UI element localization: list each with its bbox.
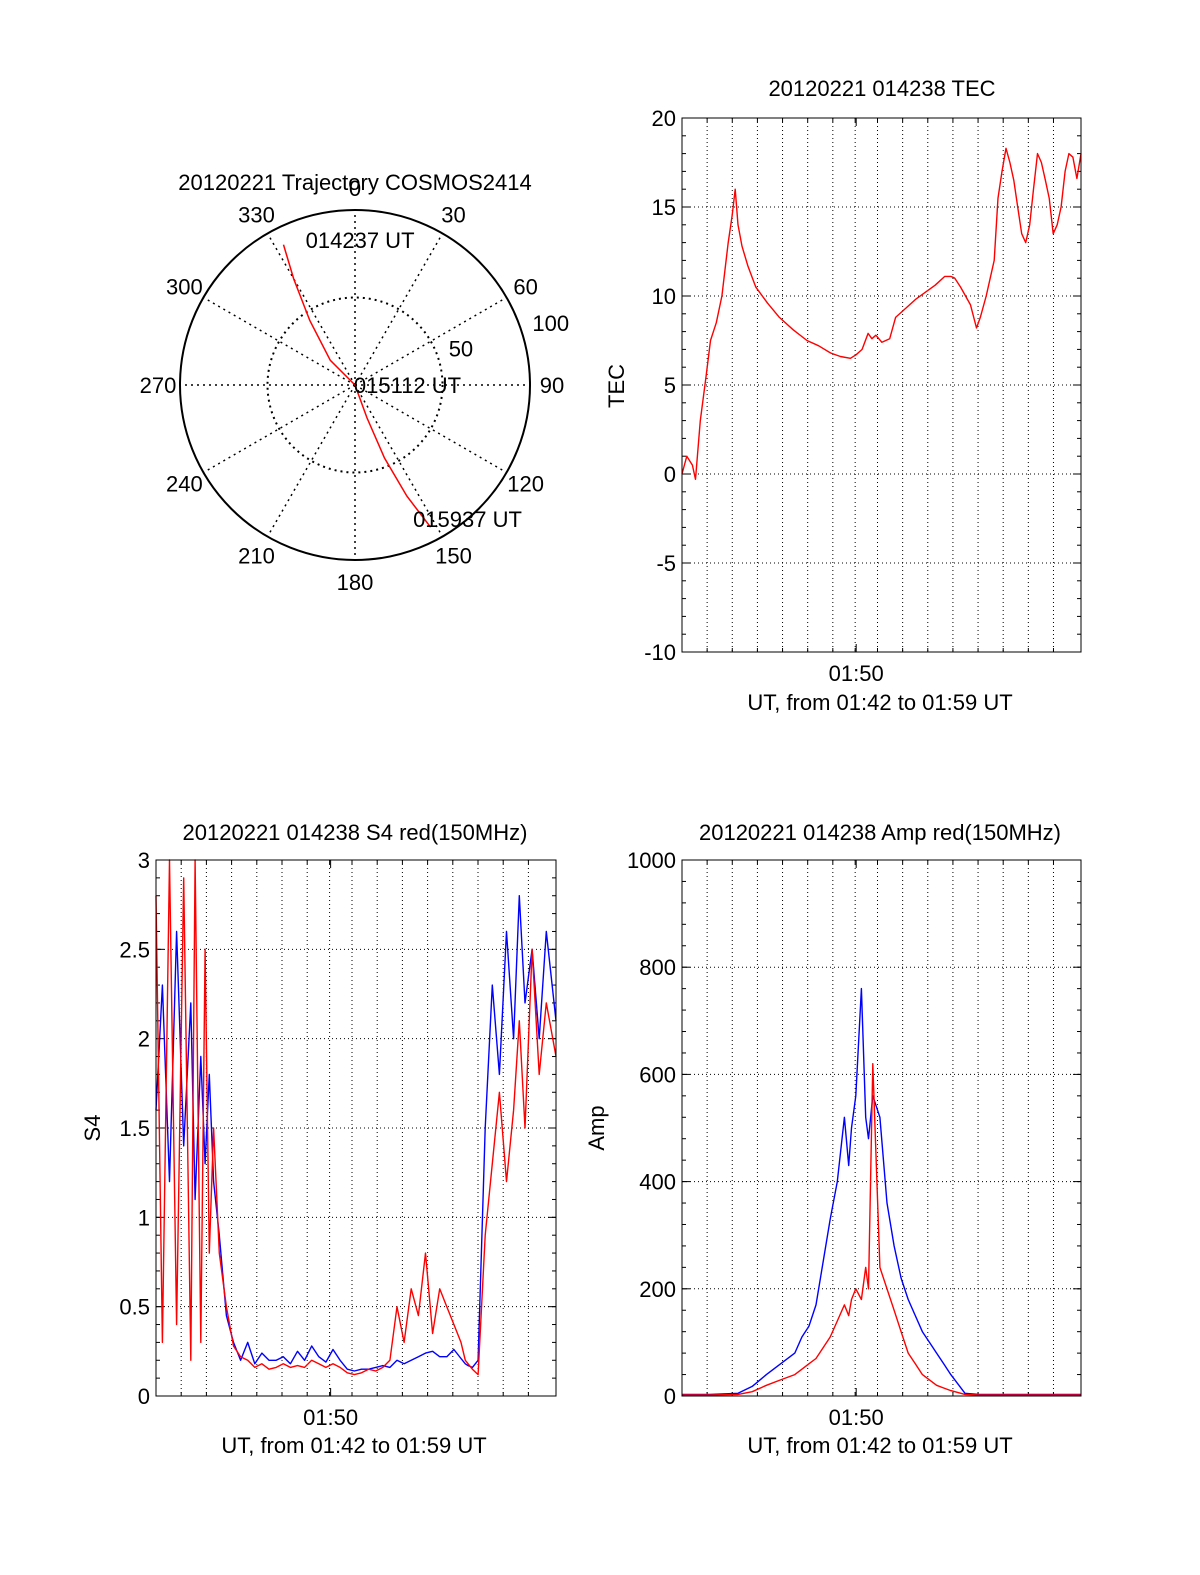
polar-annotation: 015112 UT — [354, 373, 461, 398]
amp-title: 20120221 014238 Amp red(150MHz) — [699, 820, 1061, 845]
polar-angle-label: 180 — [337, 570, 374, 595]
s4-xtick-label: 01:50 — [303, 1405, 358, 1430]
polar-angle-label: 0 — [349, 176, 361, 201]
amp-frame — [681, 859, 1082, 1397]
polar-angle-label: 90 — [540, 373, 564, 398]
amp-ytick-label: 400 — [639, 1170, 676, 1195]
polar-radial-line — [354, 384, 507, 474]
tec-xlabel: UT, from 01:42 to 01:59 UT — [747, 690, 1012, 715]
s4-plot-area: 0 0.5 1 1.5 2 2.5 3 01:50 — [119, 848, 557, 1430]
s4-ytick-label: 0 — [138, 1384, 150, 1409]
s4-series-0 — [155, 895, 557, 1372]
amp-series-0 — [682, 987, 1081, 1396]
tec-ytick-label: 20 — [652, 106, 676, 131]
polar-trajectory-0 — [282, 244, 432, 528]
polar-angle-label: 330 — [238, 202, 275, 227]
polar-angle-label: 30 — [441, 202, 465, 227]
polar-annotation: 014237 UT — [306, 228, 415, 253]
polar-panel: 20120221 Trajectory COSMOS2414 0 30 60 90 12… — [140, 170, 569, 595]
polar-radial-line — [203, 296, 356, 386]
polar-title: 20120221 Trajectory COSMOS2414 — [178, 170, 531, 195]
amp-xtick-label: 01:50 — [829, 1405, 884, 1430]
amp-ylabel: Amp — [584, 1105, 609, 1150]
s4-series-1 — [155, 859, 557, 1376]
polar-radial-line — [203, 384, 356, 474]
s4-title: 20120221 014238 S4 red(150MHz) — [183, 820, 528, 845]
amp-ytick-label: 1000 — [627, 848, 676, 873]
polar-angle-label: 240 — [166, 472, 203, 497]
tec-ylabel: TEC — [604, 364, 629, 408]
s4-panel: 20120221 014238 S4 red(150MHz) S4 UT, fr… — [80, 820, 557, 1458]
polar-radial-line — [266, 233, 356, 386]
tec-frame — [681, 117, 1082, 653]
s4-ytick-label: 1.5 — [119, 1116, 150, 1141]
s4-ylabel: S4 — [80, 1115, 105, 1142]
tec-ytick-label: 15 — [652, 195, 676, 220]
polar-inner-circle — [266, 296, 444, 474]
tec-xtick-label: 01:50 — [829, 661, 884, 686]
polar-radial-line — [354, 296, 507, 386]
polar-angle-label: 210 — [238, 544, 275, 569]
s4-ytick-label: 2.5 — [119, 937, 150, 962]
amp-ytick-label: 200 — [639, 1277, 676, 1302]
amp-plot-area: 0 200 400 600 800 1000 01:50 — [627, 848, 1082, 1430]
polar-radial-line — [354, 384, 444, 537]
s4-ytick-label: 2 — [138, 1027, 150, 1052]
s4-ytick-label: 3 — [138, 848, 150, 873]
tec-ytick-label: 5 — [664, 373, 676, 398]
polar-radius-label: 100 — [532, 311, 569, 336]
s4-xlabel: UT, from 01:42 to 01:59 UT — [221, 1433, 486, 1458]
amp-ytick-label: 0 — [664, 1384, 676, 1409]
amp-series-1 — [682, 1062, 1081, 1396]
polar-radial-line — [354, 233, 444, 386]
polar-angle-label: 150 — [435, 544, 472, 569]
polar-plot-area: 0 30 60 90 120 150 180 210 240 270 300 330 50 100 0142… — [140, 176, 569, 595]
amp-ytick-label: 800 — [639, 955, 676, 980]
polar-angle-label: 120 — [507, 472, 544, 497]
polar-angle-label: 270 — [140, 373, 177, 398]
amp-xlabel: UT, from 01:42 to 01:59 UT — [747, 1433, 1012, 1458]
tec-panel: 20120221 014238 TEC TEC UT, from 01:42 t… — [604, 76, 1082, 715]
tec-ytick-label: 10 — [652, 284, 676, 309]
tec-ytick-label: -5 — [656, 551, 676, 576]
tec-ytick-label: 0 — [664, 462, 676, 487]
polar-angle-label: 300 — [166, 275, 203, 300]
polar-annotation: 015937 UT — [413, 507, 522, 532]
s4-ytick-label: 1 — [138, 1205, 150, 1230]
s4-frame — [155, 859, 557, 1397]
s4-ytick-label: 0.5 — [119, 1295, 150, 1320]
tec-title: 20120221 014238 TEC — [768, 76, 995, 101]
polar-radius-label: 50 — [449, 336, 473, 361]
tec-plot-area: -10 -5 0 5 10 15 20 01:50 — [644, 106, 1082, 686]
polar-radial-line — [266, 384, 356, 537]
amp-panel: 20120221 014238 Amp red(150MHz) Amp UT, … — [584, 820, 1082, 1458]
tec-series-0 — [681, 147, 1082, 480]
tec-ytick-label: -10 — [644, 640, 676, 665]
polar-angle-label: 60 — [513, 275, 537, 300]
amp-ytick-label: 600 — [639, 1062, 676, 1087]
